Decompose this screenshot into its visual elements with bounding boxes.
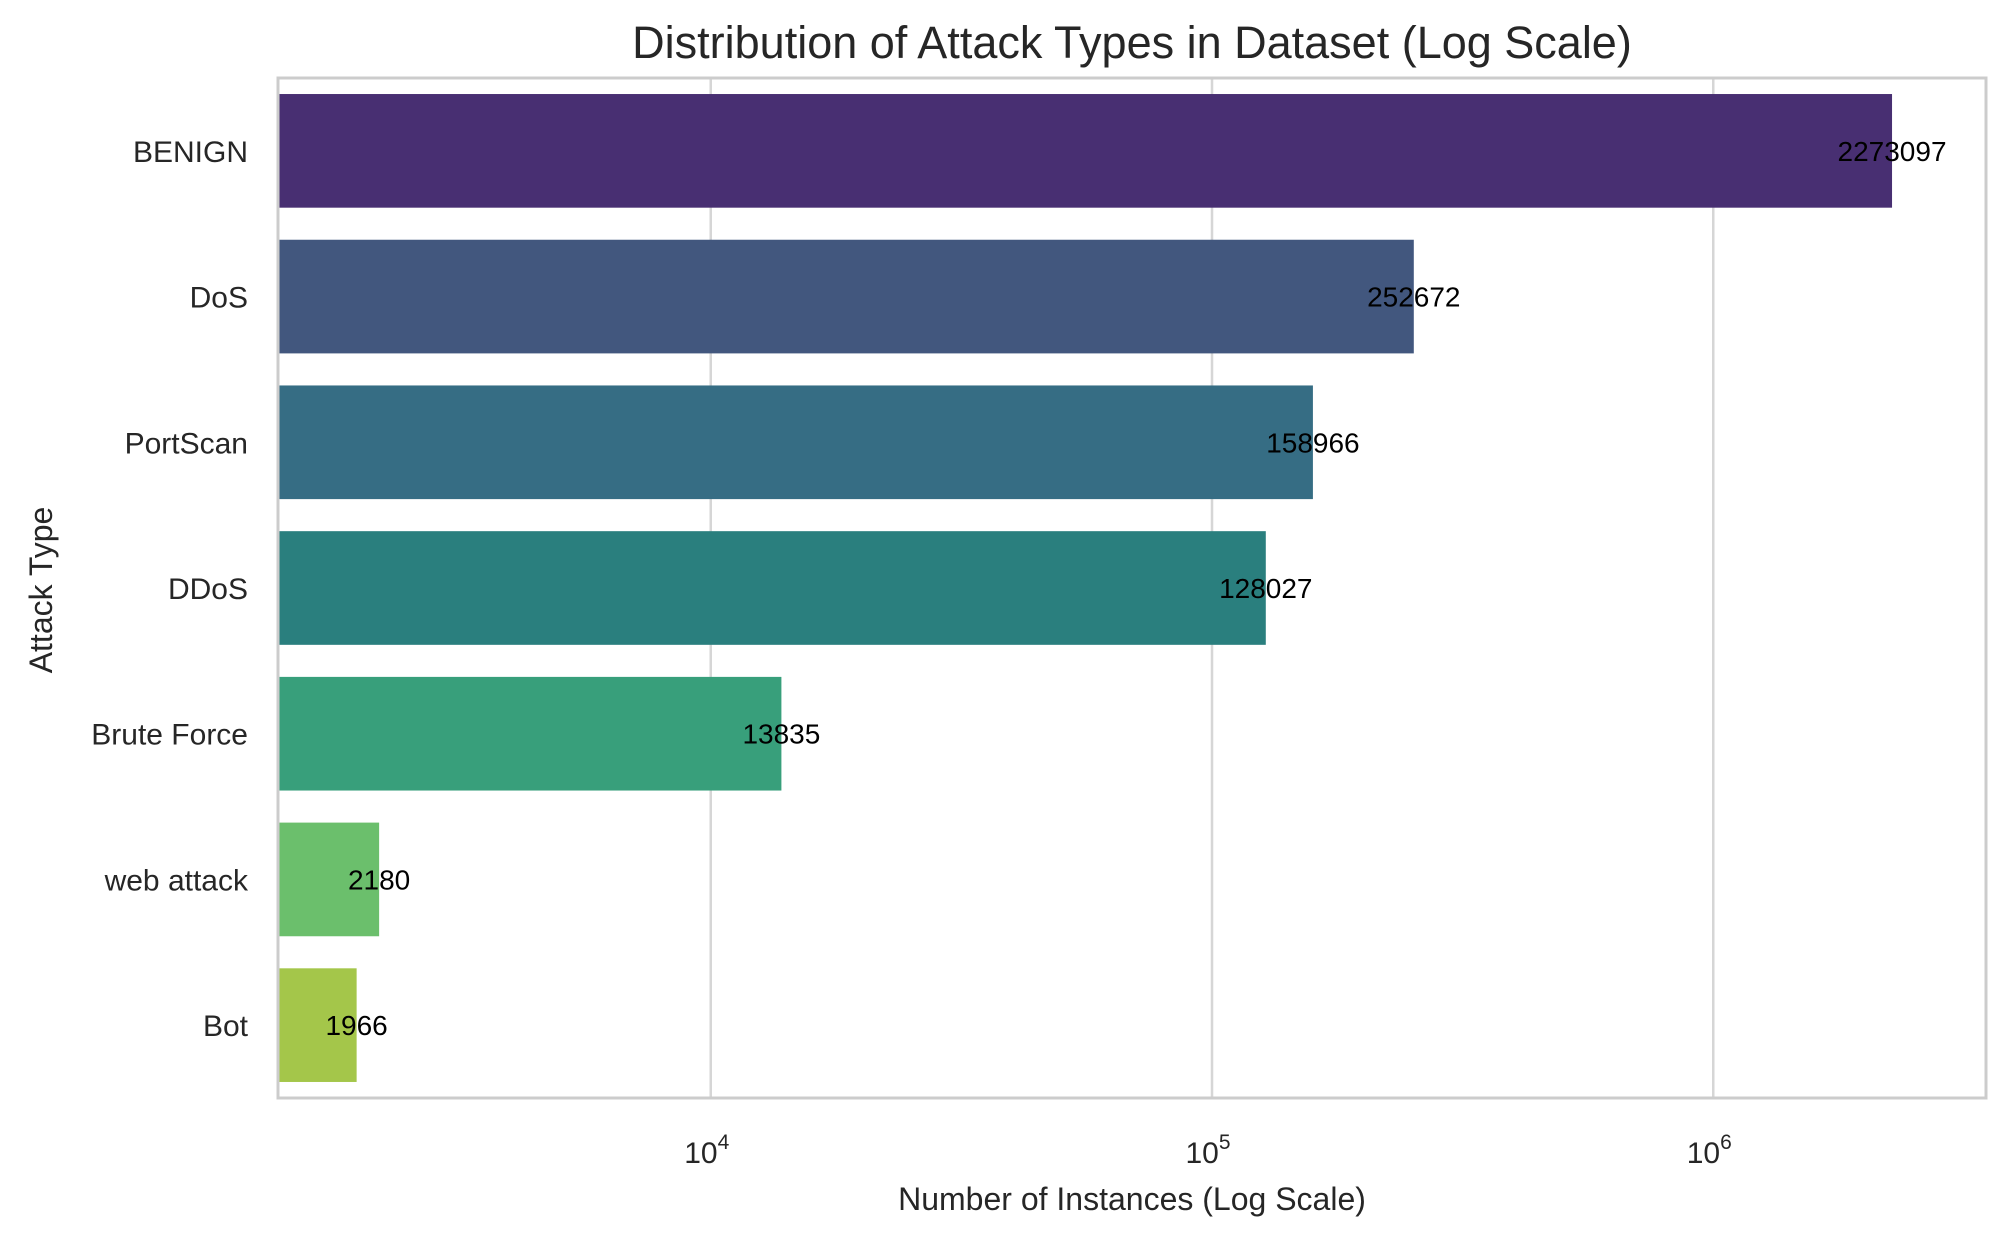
bar-web-attack	[278, 822, 380, 937]
bars-layer	[278, 94, 1893, 1082]
y-tick-label: DDoS	[168, 573, 248, 606]
x-tick-exponent: 4	[718, 1131, 730, 1154]
x-tick-base: 10	[1185, 1137, 1218, 1170]
bar-value-label: 158966	[1266, 427, 1359, 458]
x-tick-base: 10	[1687, 1137, 1720, 1170]
bar-value-label: 128027	[1219, 573, 1312, 604]
plot-frame	[276, 76, 1988, 1100]
x-tick-exponent: 5	[1219, 1131, 1231, 1154]
bar-value-label: 1966	[325, 1010, 387, 1041]
labels-layer: BENIGN 2273097 DoS 252672 PortScan 158966 DDoS…	[91, 136, 1946, 1043]
bar-dos	[278, 239, 1414, 354]
x-tick-label: 104	[684, 1131, 729, 1170]
y-tick-label: PortScan	[125, 427, 248, 460]
y-tick-label: BENIGN	[133, 136, 248, 169]
bar-value-label: 2273097	[1838, 136, 1947, 167]
y-axis-label: Attack Type	[23, 507, 59, 674]
bar-value-label: 252672	[1367, 282, 1460, 313]
bar-portscan	[278, 385, 1313, 500]
x-tick-base: 10	[684, 1137, 717, 1170]
y-tick-label: Bot	[203, 1010, 249, 1043]
bar-value-label: 2180	[348, 864, 410, 895]
x-axis-label: Number of Instances (Log Scale)	[898, 1181, 1366, 1217]
x-tick-label: 106	[1687, 1131, 1732, 1170]
ticks-layer: 104 105 106	[684, 1131, 1732, 1170]
bar-bot	[278, 968, 357, 1082]
y-tick-label: DoS	[190, 282, 248, 315]
x-tick-label: 105	[1185, 1131, 1230, 1170]
chart-title: Distribution of Attack Types in Dataset …	[632, 17, 1632, 68]
bar-benign	[278, 94, 1893, 208]
x-tick-exponent: 6	[1720, 1131, 1732, 1154]
bar-value-label: 13835	[742, 719, 820, 750]
bar-brute-force	[278, 676, 782, 791]
y-tick-label: web attack	[104, 864, 249, 897]
y-tick-label: Brute Force	[91, 719, 248, 752]
bar-ddos	[278, 531, 1266, 645]
